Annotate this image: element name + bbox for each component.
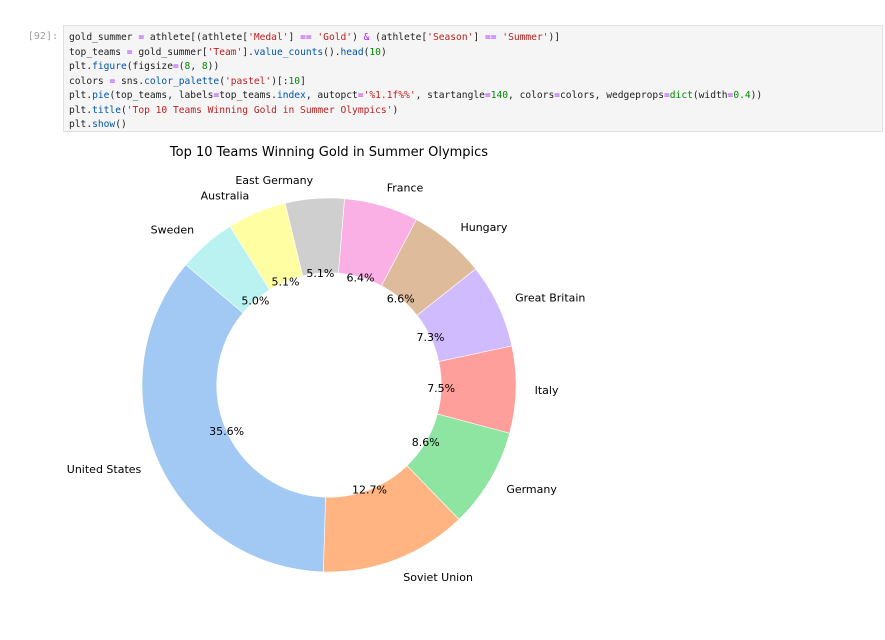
code-cell[interactable]: gold_summer = athlete[(athlete['Medal'] … xyxy=(63,25,883,132)
percent-label: 7.5% xyxy=(427,382,455,395)
slice-label: East Germany xyxy=(235,174,313,187)
percent-label: 5.0% xyxy=(241,294,269,307)
slice-label: Great Britain xyxy=(515,291,585,304)
code-line: plt.title('Top 10 Teams Winning Gold in … xyxy=(69,104,399,116)
code-line: top_teams = gold_summer['Team'].value_co… xyxy=(69,46,387,58)
pie-slice xyxy=(141,264,326,573)
percent-label: 12.7% xyxy=(352,484,387,497)
slice-label: Soviet Union xyxy=(403,571,473,584)
slice-label: Italy xyxy=(535,384,559,397)
slice-label: Australia xyxy=(201,189,250,202)
donut-chart: Top 10 Teams Winning Gold in Summer Olym… xyxy=(67,145,586,584)
pie-slice xyxy=(185,225,270,314)
percent-label: 5.1% xyxy=(272,276,300,289)
slice-label: France xyxy=(387,182,424,195)
code-line: gold_summer = athlete[(athlete['Medal'] … xyxy=(69,32,561,43)
cell-output: Top 10 Teams Winning Gold in Summer Olym… xyxy=(63,138,885,611)
slice-label: Hungary xyxy=(460,221,507,234)
slice-label: Germany xyxy=(506,483,557,496)
slice-label: United States xyxy=(67,463,142,476)
percent-label: 35.6% xyxy=(209,425,244,438)
code-line: plt.show() xyxy=(69,119,127,130)
percent-label: 5.1% xyxy=(306,267,334,280)
code-line: plt.figure(figsize=(8, 8)) xyxy=(69,61,220,72)
cell-prompt: [92]: xyxy=(27,31,58,42)
code-line: colors = sns.color_palette('pastel')[:10… xyxy=(69,75,306,87)
percent-label: 8.6% xyxy=(412,436,440,449)
code-line: plt.pie(top_teams, labels=top_teams.inde… xyxy=(69,90,763,101)
percent-label: 7.3% xyxy=(417,331,445,344)
chart-title: Top 10 Teams Winning Gold in Summer Olym… xyxy=(169,145,488,160)
code-editor[interactable]: gold_summer = athlete[(athlete['Medal'] … xyxy=(64,26,882,133)
percent-label: 6.6% xyxy=(387,293,415,306)
percent-label: 6.4% xyxy=(347,271,375,284)
slice-label: Sweden xyxy=(151,224,194,237)
